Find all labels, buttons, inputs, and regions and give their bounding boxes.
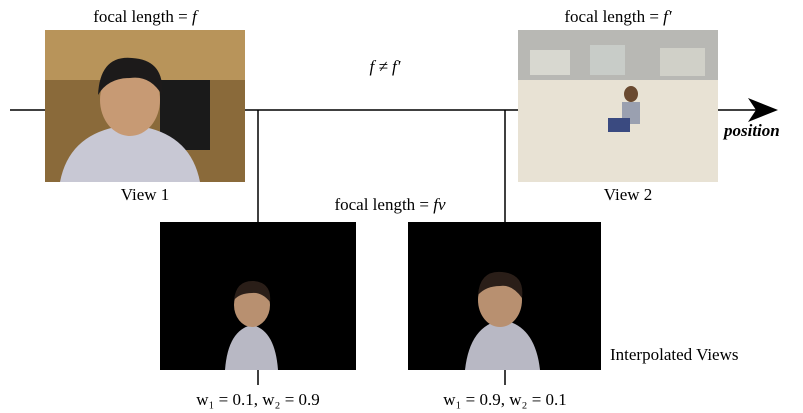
weights-2: w₁ = 0.9, w₂ = 0.1 bbox=[443, 390, 567, 409]
interp-caption: Interpolated Views bbox=[610, 345, 739, 364]
view1-caption: View 1 bbox=[121, 185, 170, 204]
weights-1: w₁ = 0.1, w₂ = 0.9 bbox=[196, 390, 320, 409]
interpolated-image-1 bbox=[160, 222, 356, 370]
diagram: position focal length = f View 1 focal l… bbox=[0, 0, 803, 413]
view1-focal-symbol: f bbox=[192, 7, 199, 26]
axis-label: position bbox=[722, 121, 780, 140]
interp-focal: focal length = fv bbox=[334, 195, 446, 214]
view2-focal-symbol: f′ bbox=[663, 7, 672, 26]
view1-focal: focal length = f bbox=[93, 7, 199, 26]
view1-image bbox=[45, 30, 245, 182]
view1-focal-label: focal length = bbox=[93, 7, 188, 26]
interp-focal-symbol: fv bbox=[433, 195, 446, 214]
interpolated-image-2 bbox=[408, 222, 601, 370]
view2-focal: focal length = f′ bbox=[564, 7, 672, 26]
relation: f ≠ f′ bbox=[370, 57, 401, 76]
interp-focal-label: focal length = bbox=[334, 195, 429, 214]
view2-caption: View 2 bbox=[604, 185, 653, 204]
view2-image bbox=[518, 30, 718, 182]
view2-focal-label: focal length = bbox=[564, 7, 659, 26]
page: {"view1": {"focal_label": "focal length … bbox=[0, 0, 803, 413]
